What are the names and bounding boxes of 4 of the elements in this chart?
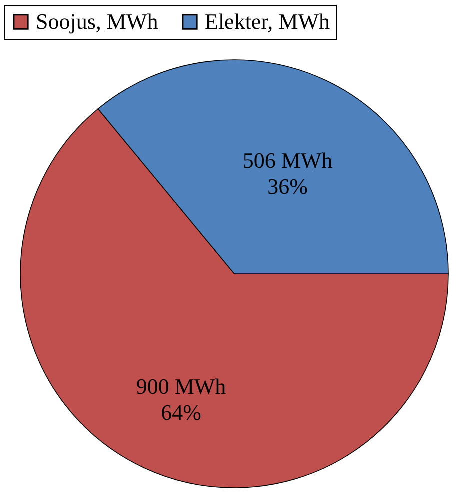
legend-label: Soojus, MWh — [36, 9, 158, 34]
legend-label: Elekter, MWh — [205, 9, 330, 34]
data-label: 900 MWh 64% — [136, 374, 226, 426]
data-label: 506 MWh 36% — [242, 148, 333, 199]
